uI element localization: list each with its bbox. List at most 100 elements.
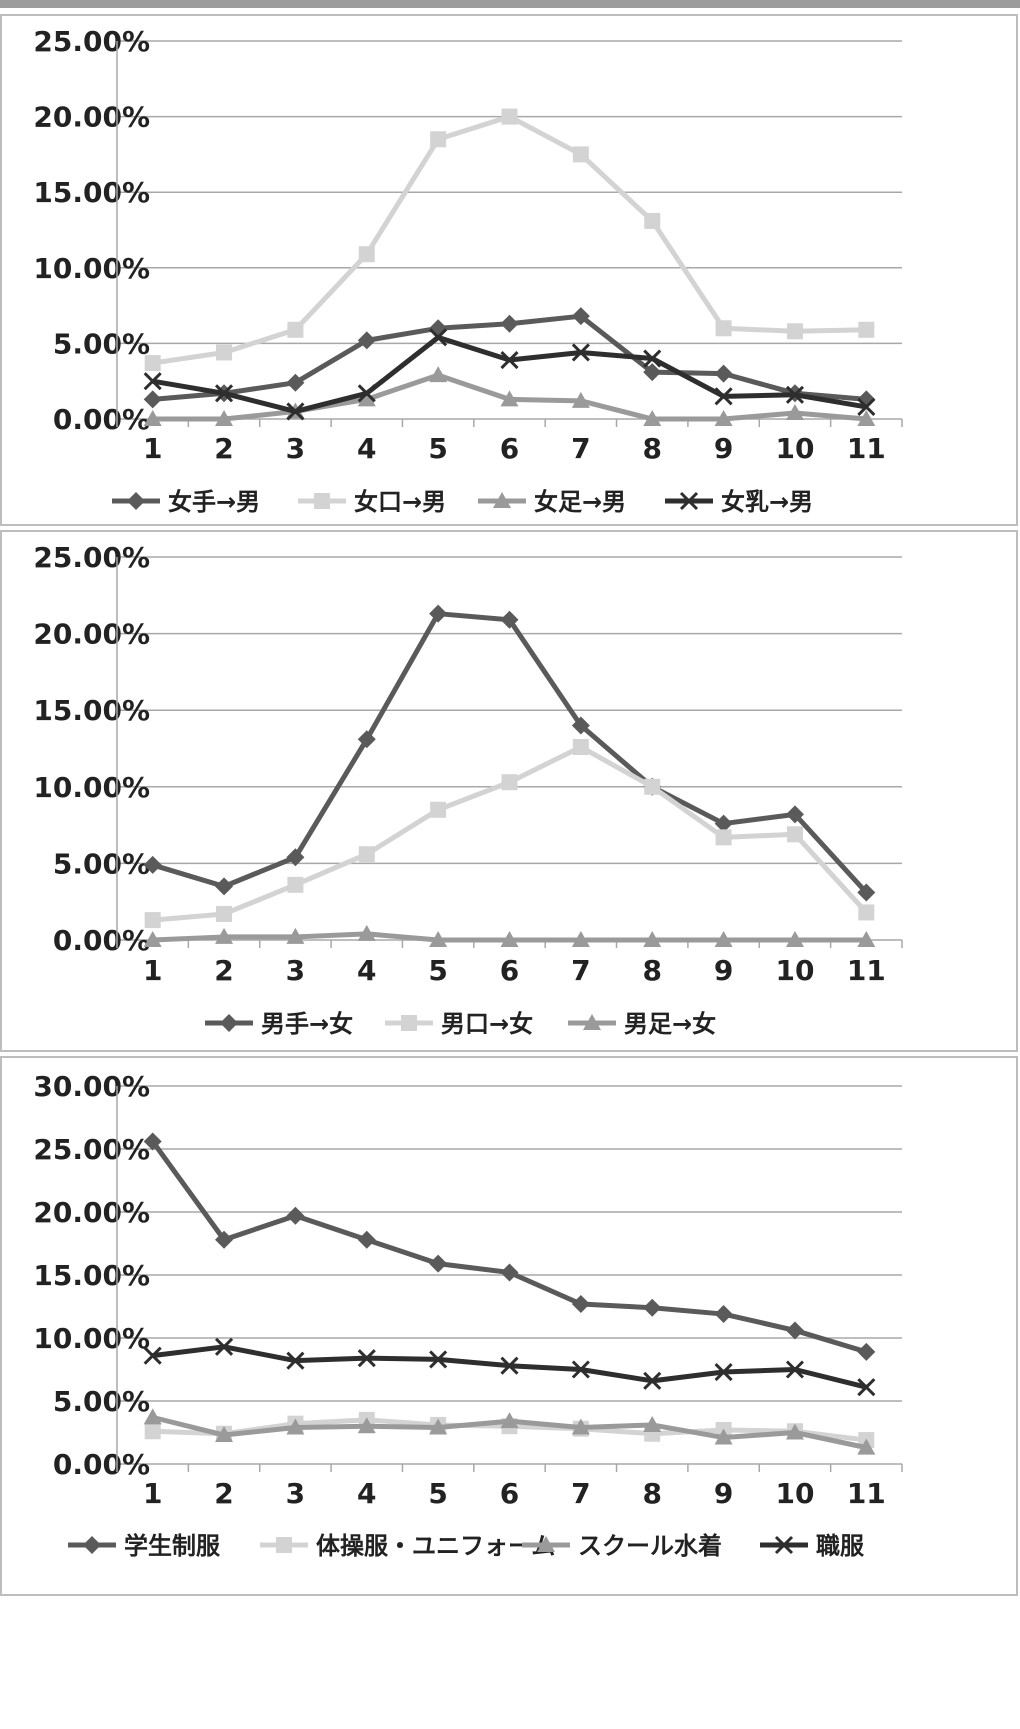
y-tick-label: 20.00% xyxy=(33,1196,150,1229)
data-point xyxy=(500,350,519,370)
data-point xyxy=(143,410,162,426)
legend-marker xyxy=(679,491,699,511)
data-point xyxy=(216,905,233,922)
data-point xyxy=(643,931,662,947)
legend-label: 女口→男 xyxy=(354,488,446,516)
data-point xyxy=(143,390,162,409)
data-point xyxy=(501,108,518,125)
x-tick-label: 7 xyxy=(571,954,590,987)
data-point xyxy=(644,212,661,229)
series-2 xyxy=(144,108,875,372)
legend-item-2: 女口→男 xyxy=(298,488,446,516)
data-point xyxy=(358,846,375,863)
legend-label: 女乳→男 xyxy=(721,488,813,516)
data-point xyxy=(286,1351,305,1370)
legend-item-3: 女足→男 xyxy=(478,488,626,516)
data-point xyxy=(857,931,876,947)
data-point xyxy=(643,1298,662,1317)
data-point xyxy=(571,1360,590,1379)
data-point xyxy=(643,1371,662,1390)
chart-panel-3: 0.00% 5.00% 10.00% 15.00% 20.00% 25.00% 30.00%… xyxy=(0,1056,1020,1729)
data-point xyxy=(214,384,234,403)
data-point xyxy=(144,355,161,372)
data-point xyxy=(500,390,519,407)
data-point xyxy=(357,1349,376,1368)
legend-item-4: 女乳→男 xyxy=(665,488,813,516)
line-chart-2: 0.00% 5.00% 10.00% 15.00% 20.00% 25.00% 1 2 3 4 5 6… xyxy=(0,530,1018,1052)
series-3 xyxy=(143,924,876,947)
data-point xyxy=(714,387,733,406)
data-point xyxy=(571,343,590,362)
data-point xyxy=(857,1342,876,1361)
x-tick-label: 4 xyxy=(357,432,376,465)
data-point xyxy=(785,931,804,947)
x-tick-label: 9 xyxy=(714,954,733,987)
x-tick-label: 4 xyxy=(357,1477,376,1510)
x-tick-label: 9 xyxy=(714,1477,733,1510)
data-point xyxy=(143,1132,162,1151)
y-tick-label: 15.00% xyxy=(33,694,150,727)
x-tick-label: 9 xyxy=(714,432,733,465)
data-point xyxy=(571,391,590,408)
data-point xyxy=(287,876,304,893)
data-point xyxy=(357,924,376,941)
data-point xyxy=(643,1415,662,1432)
data-point xyxy=(144,1423,161,1440)
series-2 xyxy=(144,738,875,929)
data-point xyxy=(785,1360,805,1379)
data-point xyxy=(286,1206,305,1225)
data-point xyxy=(286,848,305,867)
x-tick-label: 8 xyxy=(642,1477,661,1510)
x-tick-label: 7 xyxy=(571,1477,590,1510)
x-tick-label: 3 xyxy=(286,954,305,987)
y-tick-label: 0.00% xyxy=(53,1448,150,1481)
data-point xyxy=(144,912,161,929)
series-line xyxy=(151,611,869,895)
legend-item-1: 学生制服 xyxy=(68,1532,221,1560)
legend-marker xyxy=(583,1014,601,1030)
legend-item-1: 男手→女 xyxy=(205,1010,353,1038)
data-point xyxy=(714,814,733,833)
y-tick-label: 15.00% xyxy=(33,1259,150,1292)
x-tick-label: 3 xyxy=(286,1477,305,1510)
y-tick-label: 30.00% xyxy=(33,1070,150,1103)
data-point xyxy=(143,855,162,874)
data-point xyxy=(714,1428,733,1445)
data-point xyxy=(429,1254,448,1273)
chart-panel-1: 0.00% 5.00% 10.00% 15.00% 20.00% 25.00% 1 2 3 4 5 6… xyxy=(0,14,1020,526)
data-point xyxy=(287,321,304,338)
data-point xyxy=(714,364,733,383)
legend-marker xyxy=(127,492,145,510)
chart-panel-2: 0.00% 5.00% 10.00% 15.00% 20.00% 25.00% 1 2 3 4 5 6… xyxy=(0,530,1020,1052)
x-tick-label: 1 xyxy=(143,954,162,987)
legend-marker xyxy=(220,1014,238,1032)
data-point xyxy=(786,826,803,843)
data-point xyxy=(215,927,234,944)
data-point xyxy=(501,774,518,791)
line-chart-1: 0.00% 5.00% 10.00% 15.00% 20.00% 25.00% 1 2 3 4 5 6… xyxy=(0,14,1018,526)
y-tick-label: 10.00% xyxy=(33,252,150,285)
data-point xyxy=(357,390,376,407)
legend-label: 男足→女 xyxy=(624,1010,716,1038)
data-point xyxy=(429,366,448,383)
top-border-bar xyxy=(0,0,1020,8)
legend-item-4: 職服 xyxy=(760,1532,865,1560)
data-point xyxy=(857,1438,876,1455)
data-point xyxy=(429,1418,448,1435)
x-tick-label: 2 xyxy=(214,432,233,465)
data-point xyxy=(286,402,305,421)
series-3 xyxy=(143,1408,876,1455)
x-tick-label: 5 xyxy=(428,432,447,465)
data-point xyxy=(214,1337,234,1356)
data-point xyxy=(143,372,162,391)
y-tick-label: 5.00% xyxy=(53,847,150,880)
x-tick-label: 10 xyxy=(775,432,814,465)
series-4 xyxy=(143,1337,876,1397)
x-tick-label: 11 xyxy=(847,954,886,987)
series-4 xyxy=(143,328,876,421)
legend-item-3: スクール水着 xyxy=(522,1532,722,1560)
data-point xyxy=(215,1426,234,1443)
series-line xyxy=(152,744,869,923)
legend-marker xyxy=(276,1537,292,1553)
x-tick-label: 6 xyxy=(500,432,519,465)
